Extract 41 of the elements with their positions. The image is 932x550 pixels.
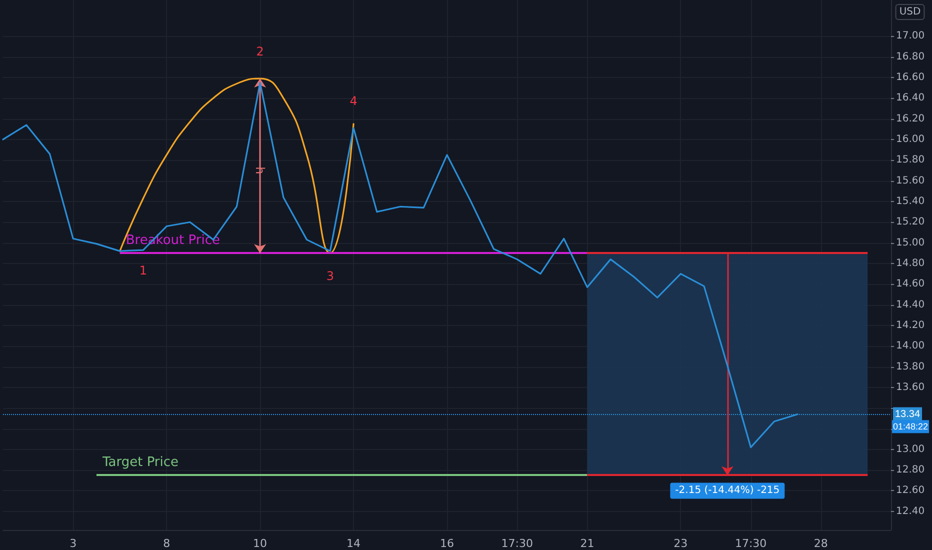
y-tick-label: 13.60 [896, 382, 925, 393]
x-tick-label: 14 [346, 537, 361, 550]
annotation: 2 [256, 44, 264, 59]
text: 01:48:22 [893, 422, 928, 432]
x-tick-label: 8 [163, 537, 170, 550]
x-tick-label: 3 [70, 537, 77, 550]
y-tick-label: 13.80 [896, 361, 925, 372]
x-tick-label: 28 [814, 537, 828, 550]
y-tick-label: 16.60 [896, 72, 925, 83]
y-tick-label: 14.40 [896, 299, 925, 310]
annotation: -2.15 (-14.44%) -215 [675, 485, 780, 496]
annotation: 1 [139, 264, 148, 278]
y-tick-label: 16.20 [896, 113, 925, 124]
x-tick-label: 23 [674, 537, 688, 550]
y-tick-label: 14.00 [896, 340, 925, 352]
annotation: 3 [326, 268, 334, 283]
y-tick-label: 15.60 [896, 175, 925, 186]
y-tick-label: 12.60 [896, 485, 925, 496]
x-tick-label: 21 [580, 537, 594, 550]
x-tick-label: 17:30 [734, 537, 767, 550]
y-tick-label: 17.00 [896, 30, 925, 42]
y-tick-label: 15.80 [896, 154, 925, 166]
y-tick-label: 14.80 [896, 258, 925, 269]
y-tick-label: 14.20 [896, 320, 925, 331]
text: USD [899, 6, 921, 18]
x-tick-label: 16 [440, 537, 454, 550]
y-tick-label: 15.00 [896, 237, 925, 248]
ref-line-label: 13.34 [895, 408, 920, 420]
ref-line-label: Target Price [101, 455, 179, 470]
y-tick-label: 12.80 [896, 464, 925, 476]
y-tick-label: 16.00 [896, 134, 925, 145]
y-tick-label: 15.20 [896, 216, 925, 228]
annotation: 4 [350, 94, 358, 108]
y-tick-label: 16.80 [896, 51, 925, 62]
y-tick-label: 14.60 [896, 278, 925, 290]
y-tick-label: 13.00 [896, 444, 925, 455]
x-tick-label: 10 [253, 537, 268, 550]
y-tick-label: 16.40 [896, 92, 925, 104]
y-tick-label: 12.40 [896, 506, 925, 517]
y-tick-label: 15.40 [896, 196, 925, 207]
x-tick-label: 17:30 [501, 537, 533, 550]
